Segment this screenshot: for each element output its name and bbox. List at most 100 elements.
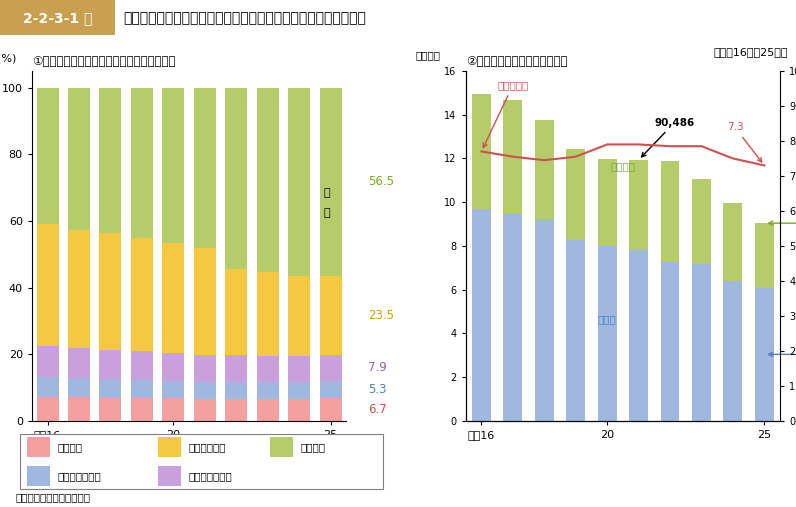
Text: ①　検察庁終局処理人員の処理区分別構成比: ① 検察庁終局処理人員の処理区分別構成比 [32, 55, 175, 68]
Bar [68, 379, 90, 397]
Text: ②　公判請求人員・公判請求率: ② 公判請求人員・公判請求率 [466, 55, 568, 68]
Bar [566, 149, 585, 240]
Bar [193, 354, 216, 382]
Bar [131, 238, 153, 351]
Bar [100, 349, 122, 380]
Bar [288, 382, 310, 399]
Text: 29,702: 29,702 [769, 218, 796, 228]
Bar [225, 269, 248, 355]
Bar [319, 354, 341, 381]
Bar [472, 94, 491, 209]
Text: 5.3: 5.3 [369, 383, 387, 396]
Bar [225, 382, 248, 399]
Bar [629, 160, 648, 250]
Bar [162, 88, 185, 242]
Bar [566, 240, 585, 421]
Bar [100, 233, 122, 349]
Bar [256, 355, 279, 382]
Text: 90,486: 90,486 [642, 118, 695, 157]
Bar [288, 355, 310, 382]
Bar [193, 88, 216, 248]
Text: 7.3: 7.3 [727, 123, 762, 162]
Y-axis label: （万人）: （万人） [416, 51, 440, 60]
Bar [755, 288, 774, 421]
FancyBboxPatch shape [20, 434, 383, 489]
Bar [271, 437, 293, 456]
Bar [162, 352, 185, 381]
Text: 検察庁終局処理人員の処理区分別構成比・公判請求人員等の推移: 検察庁終局処理人員の処理区分別構成比・公判請求人員等の推移 [123, 11, 366, 25]
Text: （平成16年〜25年）: （平成16年〜25年） [713, 47, 788, 57]
Bar [755, 223, 774, 288]
Text: 員: 員 [323, 208, 330, 218]
Text: 注　検察統計年報による。: 注 検察統計年報による。 [16, 492, 91, 502]
Bar [503, 212, 522, 421]
Bar [193, 248, 216, 354]
Bar [100, 380, 122, 398]
Text: 人: 人 [323, 188, 330, 198]
Bar [27, 437, 49, 456]
Bar [68, 397, 90, 421]
Bar [629, 250, 648, 421]
Bar [319, 399, 341, 421]
Text: 2-2-3-1 図: 2-2-3-1 図 [22, 11, 92, 25]
Bar [288, 88, 310, 275]
Bar [225, 399, 248, 421]
Bar [193, 382, 216, 399]
Bar [37, 346, 59, 378]
Text: 公判請求: 公判請求 [57, 442, 82, 452]
Bar [256, 272, 279, 355]
Bar [661, 161, 680, 262]
Text: 公判請求率: 公判請求率 [483, 81, 529, 148]
Bar [68, 88, 90, 230]
Bar [68, 348, 90, 379]
Bar [256, 382, 279, 399]
Bar [319, 276, 341, 354]
Bar [535, 120, 554, 219]
Bar [37, 378, 59, 397]
Bar [256, 88, 279, 272]
Text: 起訴猶予: 起訴猶予 [300, 442, 326, 452]
Bar [27, 466, 49, 486]
Bar [225, 355, 248, 382]
Bar [692, 179, 711, 265]
Bar [288, 275, 310, 355]
Text: 特別法犯: 特別法犯 [611, 161, 635, 171]
Bar [131, 398, 153, 421]
Text: 23.5: 23.5 [369, 309, 394, 322]
FancyBboxPatch shape [0, 0, 115, 35]
Text: 家庭裁判所送致: 家庭裁判所送致 [188, 471, 232, 481]
Bar [503, 100, 522, 212]
Y-axis label: (%): (%) [0, 54, 17, 64]
Bar [472, 209, 491, 421]
Bar [225, 88, 248, 269]
Bar [100, 398, 122, 421]
Bar [535, 219, 554, 421]
Bar [162, 381, 185, 399]
Text: その他の不起訴: その他の不起訴 [57, 471, 101, 481]
Bar [288, 399, 310, 421]
Bar [193, 399, 216, 421]
Text: 6.7: 6.7 [369, 403, 387, 416]
Bar [162, 399, 185, 421]
Text: 60,784: 60,784 [769, 349, 796, 359]
Bar [37, 397, 59, 421]
Bar [692, 265, 711, 421]
Bar [724, 281, 743, 421]
Bar [131, 88, 153, 238]
Bar [319, 381, 341, 399]
Bar [661, 262, 680, 421]
Bar [100, 88, 122, 233]
Text: 56.5: 56.5 [369, 175, 394, 189]
Bar [131, 351, 153, 380]
Bar [598, 246, 617, 421]
Bar [68, 230, 90, 348]
Text: 7.9: 7.9 [369, 361, 387, 374]
Bar [162, 242, 185, 352]
Bar [724, 203, 743, 281]
Bar [319, 88, 341, 276]
Bar [158, 466, 181, 486]
Bar [37, 88, 59, 224]
Bar [598, 159, 617, 246]
Bar [256, 399, 279, 421]
Text: 略式命令請求: 略式命令請求 [188, 442, 225, 452]
